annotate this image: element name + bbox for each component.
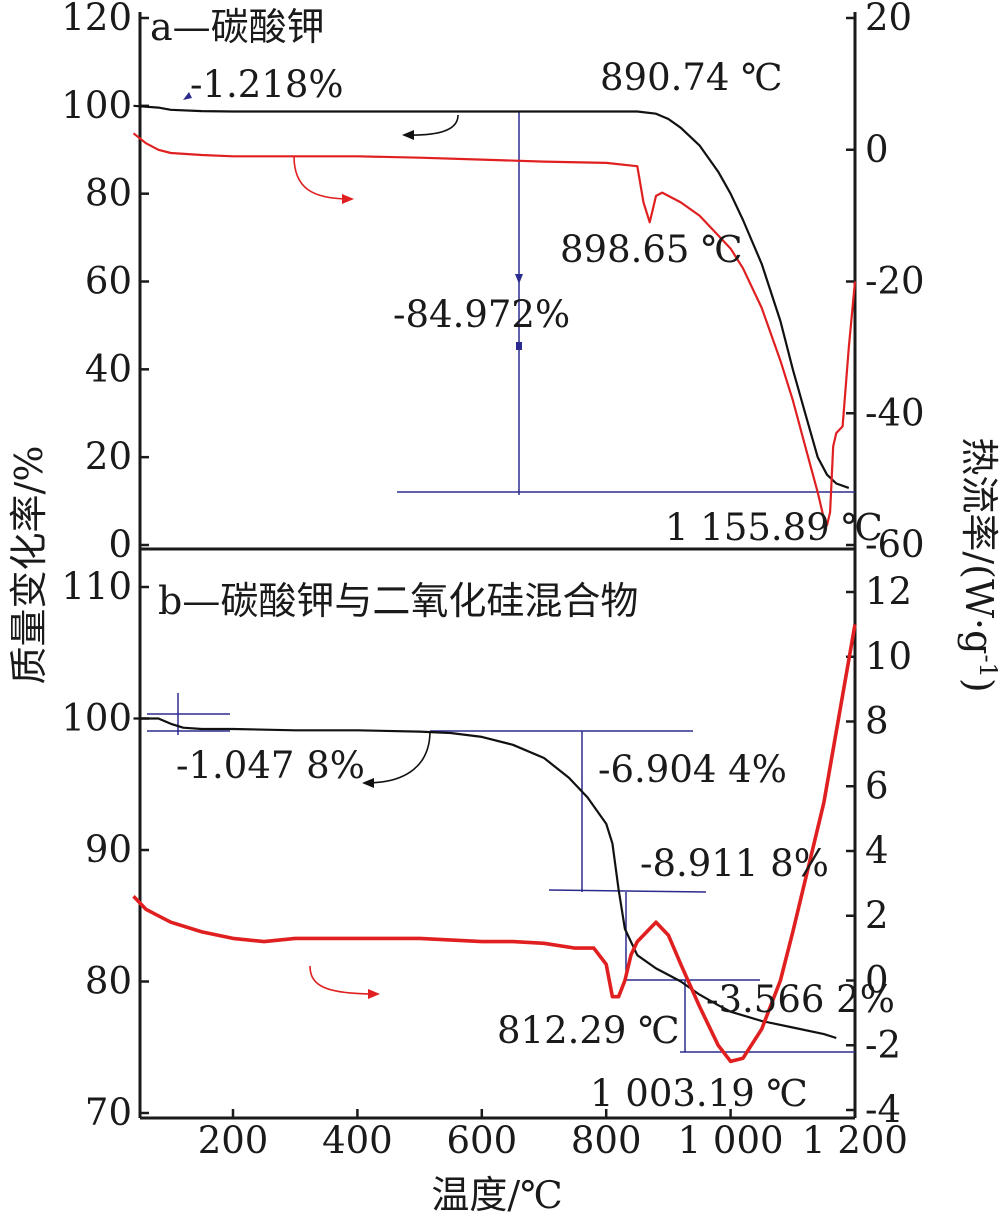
annotation-mass-loss-b2: -6.904 4% (598, 748, 787, 791)
y-right-tick-label: -2 (865, 1023, 901, 1066)
y-left-tick-label: 80 (85, 960, 132, 1003)
annotation-mass-loss-a2: -84.972% (393, 293, 570, 336)
x-tick-label: 200 (198, 1119, 269, 1162)
annotation-temp-a2: 898.65 ℃ (560, 228, 743, 271)
annotation-mass-loss-b4: -3.566 2% (706, 978, 895, 1021)
y-left-tick-label: 40 (85, 347, 132, 390)
y-left-tick-label: 110 (61, 565, 132, 608)
y-right-tick-label: 8 (865, 700, 889, 743)
axis-ticks (140, 16, 857, 1118)
data-series (132, 104, 857, 1064)
dsc-direction-arrow-a (293, 155, 354, 204)
annotation-temp-b1: 812.29 ℃ (497, 1009, 680, 1052)
y-right-tick-label: -20 (865, 260, 925, 303)
tg-curve-panel-b (133, 717, 837, 1040)
y-left-tick-label: 90 (85, 828, 132, 871)
dsc-direction-arrow-b (309, 965, 380, 999)
y-right-tick-label: 2 (865, 894, 889, 937)
y-right-tick-label: 0 (865, 959, 889, 1002)
tg-direction-arrow-b (362, 730, 431, 788)
y-left-tick-label: 80 (85, 172, 132, 215)
y-right-tick-label: 4 (865, 829, 889, 872)
x-tick-label: 400 (322, 1119, 393, 1162)
y-right-tick-label: 10 (865, 635, 912, 678)
y-left-tick-label: 20 (85, 435, 132, 478)
y-right-tick-label: 6 (865, 764, 889, 807)
y-left-tick-label: 70 (85, 1091, 132, 1134)
y-left-tick-label: 0 (108, 523, 132, 566)
measurement-guides (147, 92, 855, 1053)
guide-marker (516, 342, 522, 350)
y-right-tick-label: -60 (865, 523, 925, 566)
annotation-temp-b2: 1 003.19 ℃ (590, 1072, 808, 1115)
annotation-temp-a1: 890.74 ℃ (600, 56, 783, 99)
y-right-tick-label: 0 (865, 128, 889, 171)
plot-frame (138, 12, 857, 1120)
guide-arrowhead (183, 92, 192, 100)
dsc-curve-panel-b (132, 624, 857, 1064)
axis-tick-labels: 020406080100120-60-40-20020708090100110-… (61, 0, 924, 1162)
annotation-mass-loss-b1: -1.047 8% (176, 744, 365, 787)
x-tick-label: 1 200 (802, 1119, 908, 1162)
panel-b-title: b—碳酸钾与二氧化硅混合物 (158, 579, 638, 623)
x-axis-title: 温度/℃ (431, 1173, 562, 1217)
y-right-tick-label: -40 (865, 391, 925, 434)
dsc-curve-panel-a (132, 132, 857, 527)
annotation-temp-a3: 1 155.89 ℃ (665, 506, 883, 549)
y-right-tick-label: -4 (865, 1088, 901, 1131)
guide-line (548, 889, 707, 893)
y-left-tick-label: 100 (61, 84, 132, 127)
y-left-tick-label: 100 (61, 697, 132, 740)
guide-arrowhead (515, 274, 523, 284)
y-left-tick-label: 60 (85, 260, 132, 303)
panel-a-title: a—碳酸钾 (150, 5, 325, 49)
x-tick-label: 1 000 (678, 1119, 784, 1162)
y-right-tick-label: 20 (865, 0, 912, 39)
annotation-mass-loss-a1: -1.218% (190, 63, 344, 106)
x-tick-label: 800 (571, 1119, 642, 1162)
y-left-tick-label: 120 (61, 0, 132, 39)
y-right-axis-title: 热流率/(W·g-1) (957, 437, 1000, 692)
tg-curve-panel-a (133, 104, 850, 489)
y-right-tick-label: 12 (865, 570, 912, 613)
y-left-axis-title: 质量变化率/% (7, 446, 51, 685)
annotation-mass-loss-b3: -8.911 8% (640, 842, 829, 885)
tg-direction-arrow-a (402, 114, 459, 140)
x-tick-label: 600 (446, 1119, 517, 1162)
